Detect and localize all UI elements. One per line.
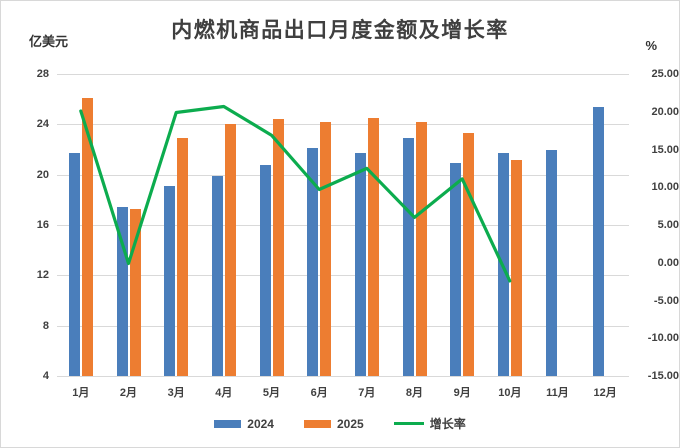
bar-2025-5月 — [272, 119, 284, 376]
bar-2024-6月 — [307, 148, 319, 376]
bar-2024-4月 — [211, 175, 223, 376]
right-axis-tick: 5.00 — [657, 219, 679, 231]
legend-item-2024: 2024 — [214, 417, 274, 431]
right-axis-tick: -5.00 — [653, 294, 679, 307]
x-axis-category-label: 3月 — [167, 387, 185, 399]
chart-title: 内燃机商品出口月度金额及增长率 — [171, 19, 509, 42]
x-axis-category-label: 9月 — [453, 387, 471, 399]
gridline — [57, 174, 629, 176]
growth-rate-line — [79, 104, 512, 283]
left-axis-tick: 20 — [36, 168, 49, 181]
bar-2024-2月 — [116, 207, 128, 376]
right-axis-tick: 25.00 — [651, 68, 679, 80]
bar-2024-12月 — [593, 106, 605, 376]
bar-2025-1月 — [81, 97, 93, 376]
x-axis-category-label: 11月 — [546, 387, 569, 399]
bar-2024-9月 — [450, 163, 462, 376]
bar-2025-4月 — [224, 124, 236, 376]
legend-swatch-2025 — [303, 419, 331, 428]
left-axis-tick: 8 — [42, 319, 49, 332]
right-axis-tick: 15.00 — [651, 143, 679, 156]
bar-2024-5月 — [259, 164, 271, 376]
x-axis-category-label: 6月 — [310, 387, 328, 399]
chart-legend: 2024 2025 增长率 — [1, 415, 679, 432]
right-axis-tick: 20.00 — [651, 105, 679, 118]
left-axis-tick: 4 — [42, 370, 49, 382]
bar-2025-8月 — [415, 121, 427, 376]
bar-2024-8月 — [402, 138, 414, 376]
x-axis-category-label: 1月 — [72, 387, 90, 399]
x-axis-category-label: 12月 — [593, 387, 617, 399]
legend-swatch-growth-line — [393, 422, 424, 425]
bar-2024-3月 — [164, 186, 176, 376]
gridline — [57, 225, 629, 226]
legend-label-growth-rate: 增长率 — [429, 417, 466, 431]
bar-2025-10月 — [510, 159, 522, 376]
bar-2025-7月 — [367, 118, 379, 376]
bar-2025-2月 — [129, 208, 141, 376]
plot-area — [57, 74, 629, 377]
gridline — [57, 74, 629, 75]
left-axis-unit-label: 亿美元 — [29, 34, 69, 49]
x-axis-category-label: 7月 — [358, 387, 376, 399]
right-axis-tick: -10.00 — [647, 332, 679, 345]
left-axis-tick: 28 — [36, 68, 49, 80]
legend-item-growth-rate: 增长率 — [393, 415, 466, 432]
left-axis-tick: 16 — [36, 219, 49, 231]
gridline — [57, 325, 629, 327]
legend-swatch-2024 — [214, 419, 242, 428]
x-axis-category-label: 2月 — [119, 387, 138, 399]
left-axis-tick: 12 — [36, 269, 49, 282]
right-axis-tick: -15.00 — [647, 370, 679, 382]
gridline — [57, 124, 629, 126]
right-axis-tick: 10.00 — [651, 181, 679, 194]
left-axis-tick: 24 — [36, 118, 49, 131]
bar-2024-1月 — [68, 153, 80, 376]
right-axis-unit-label: % — [645, 38, 657, 53]
legend-label-2025: 2025 — [336, 416, 364, 431]
legend-label-2024: 2024 — [247, 416, 274, 431]
bar-2024-11月 — [545, 149, 557, 376]
x-axis-category-label: 4月 — [215, 387, 233, 399]
right-axis-tick: 0.00 — [657, 256, 679, 269]
gridline — [57, 376, 629, 377]
legend-item-2025: 2025 — [303, 416, 364, 431]
bar-2025-9月 — [463, 133, 475, 376]
x-axis-category-label: 10月 — [498, 387, 522, 399]
x-axis-category-label: 8月 — [405, 387, 424, 399]
gridline — [57, 275, 629, 277]
bar-2025-6月 — [320, 121, 332, 376]
bar-2024-7月 — [354, 153, 366, 376]
bar-2025-3月 — [177, 138, 189, 376]
x-axis-category-label: 5月 — [262, 387, 281, 399]
